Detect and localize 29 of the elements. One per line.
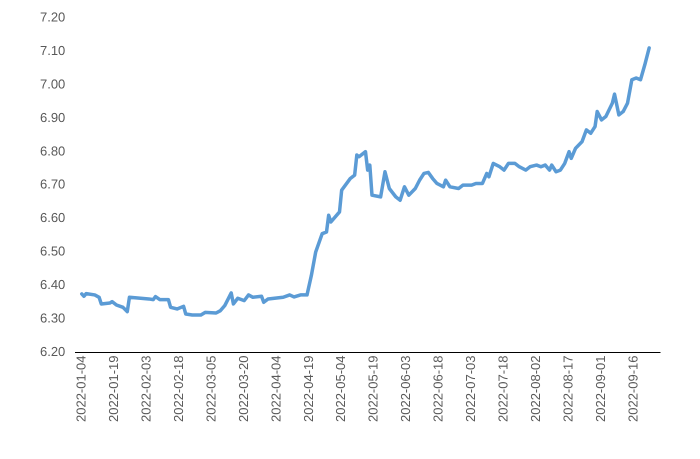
x-tick-label: 2022-05-04 [333,356,348,422]
y-tick-label: 6.50 [40,244,66,259]
x-tick-label: 2022-03-05 [203,356,218,422]
x-tick-label: 2022-07-18 [496,356,511,422]
y-tick-label: 6.60 [40,210,66,226]
y-tick-label: 6.80 [40,143,66,158]
x-tick-label: 2022-06-03 [398,356,414,422]
x-tick-label: 2022-04-04 [268,356,284,422]
x-tick-label: 2022-03-20 [236,356,251,422]
y-tick-label: 6.40 [40,277,66,292]
x-tick-label: 2022-01-04 [73,356,88,422]
x-tick-label: 2022-08-17 [560,356,576,422]
x-tick-label: 2022-07-03 [463,356,478,422]
x-tick-label: 2022-09-01 [593,356,608,422]
x-tick-label: 2022-09-16 [626,356,641,422]
x-tick-label: 2022-05-19 [366,356,381,422]
y-tick-label: 6.20 [40,344,66,360]
x-tick-label: 2022-04-19 [300,356,316,422]
x-tick-label: 2022-02-03 [138,356,154,422]
y-tick-label: 7.10 [40,42,66,58]
y-tick-label: 6.30 [40,310,66,326]
x-tick-label: 2022-01-19 [106,356,121,422]
y-tick-label: 7.00 [40,76,66,92]
x-tick-label: 2022-02-18 [170,356,186,422]
y-tick-label: 6.70 [40,176,66,192]
y-tick-label: 6.90 [40,110,66,125]
x-tick-label: 2022-06-18 [430,356,446,422]
y-tick-label: 7.20 [40,9,66,24]
x-tick-label: 2022-08-02 [528,356,544,422]
